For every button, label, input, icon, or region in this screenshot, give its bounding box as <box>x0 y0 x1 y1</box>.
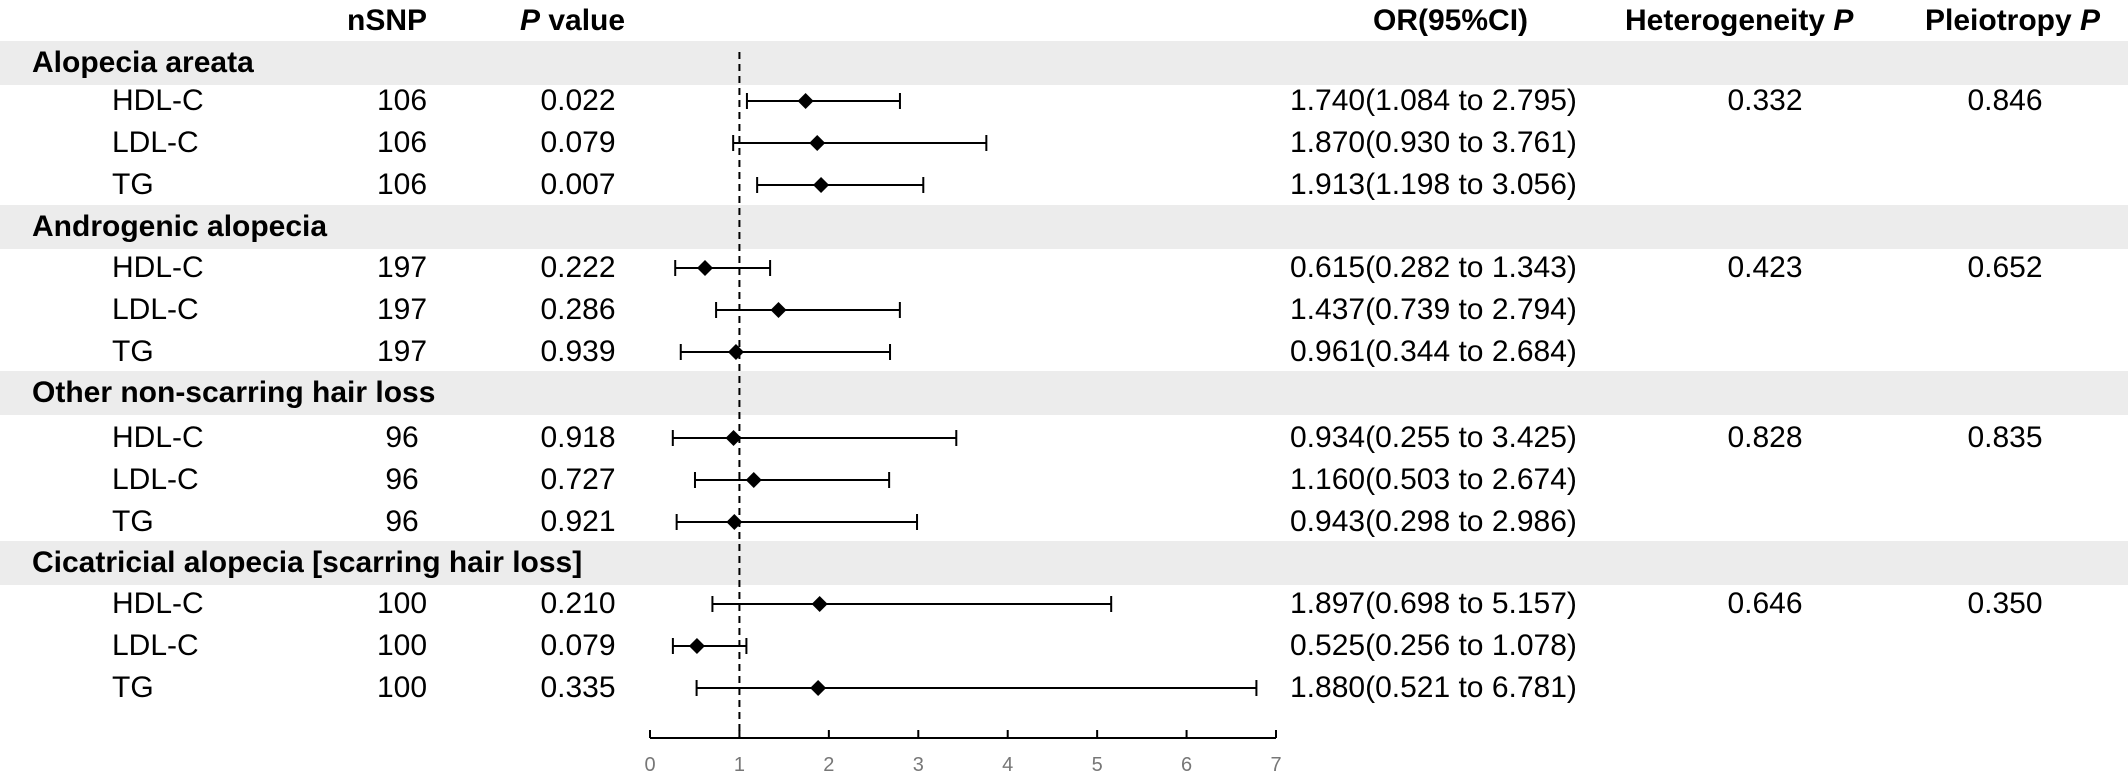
row-trait: TG <box>112 505 154 538</box>
row-trait: HDL-C <box>112 84 204 117</box>
point-estimate-diamond <box>725 430 742 446</box>
group-pleiotropy-p: 0.350 <box>1967 587 2043 620</box>
x-tick-label: 3 <box>913 754 924 776</box>
point-estimate-diamond <box>770 302 787 318</box>
row-or-text: 1.160(0.503 to 2.674) <box>1290 463 1577 496</box>
point-estimate-diamond <box>745 472 762 488</box>
row-p-value: 0.079 <box>540 629 616 662</box>
header-heterogeneity: Heterogeneity P <box>1625 4 1853 38</box>
row-trait: LDL-C <box>112 126 199 159</box>
group-band <box>0 541 2128 585</box>
row-p-value: 0.007 <box>540 168 616 201</box>
row-trait: TG <box>112 671 154 704</box>
group-band <box>0 41 2128 85</box>
row-p-value: 0.022 <box>540 84 616 117</box>
row-trait: HDL-C <box>112 587 204 620</box>
row-nsnp: 197 <box>376 335 428 368</box>
group-heterogeneity-p: 0.423 <box>1727 251 1803 284</box>
row-or-text: 1.913(1.198 to 3.056) <box>1290 168 1577 201</box>
header-plei-italic: P <box>2080 4 2101 37</box>
point-estimate-diamond <box>696 260 713 276</box>
row-trait: LDL-C <box>112 293 199 326</box>
point-estimate-diamond <box>727 344 744 360</box>
row-or-text: 0.961(0.344 to 2.684) <box>1290 335 1577 368</box>
row-p-value: 0.286 <box>540 293 616 326</box>
point-estimate-diamond <box>810 680 827 696</box>
group-band <box>0 205 2128 249</box>
row-or-text: 0.934(0.255 to 3.425) <box>1290 421 1577 454</box>
row-p-value: 0.222 <box>540 251 616 284</box>
row-trait: HDL-C <box>112 251 204 284</box>
group-title: Other non-scarring hair loss <box>32 376 436 409</box>
row-trait: HDL-C <box>112 421 204 454</box>
group-pleiotropy-p: 0.846 <box>1967 84 2043 117</box>
group-heterogeneity-p: 0.828 <box>1727 421 1803 454</box>
header-het-italic: P <box>1833 4 1854 37</box>
row-nsnp: 106 <box>376 168 428 201</box>
group-pleiotropy-p: 0.835 <box>1967 421 2043 454</box>
header-p-rest: value <box>540 4 626 37</box>
row-p-value: 0.918 <box>540 421 616 454</box>
row-nsnp: 100 <box>376 671 428 704</box>
row-or-text: 1.870(0.930 to 3.761) <box>1290 126 1577 159</box>
row-or-text: 0.943(0.298 to 2.986) <box>1290 505 1577 538</box>
row-p-value: 0.335 <box>540 671 616 704</box>
row-p-value: 0.727 <box>540 463 616 496</box>
row-trait: TG <box>112 335 154 368</box>
group-band <box>0 371 2128 415</box>
group-title: Alopecia areata <box>32 46 254 79</box>
point-estimate-diamond <box>809 135 826 151</box>
group-title: Androgenic alopecia <box>32 210 328 243</box>
point-estimate-diamond <box>726 514 743 530</box>
group-title: Cicatricial alopecia [scarring hair loss… <box>32 546 583 579</box>
header-p-italic: P <box>520 4 541 37</box>
row-nsnp: 100 <box>376 587 428 620</box>
row-nsnp: 106 <box>376 126 428 159</box>
row-trait: LDL-C <box>112 629 199 662</box>
header-p-value: P value <box>520 4 625 38</box>
group-heterogeneity-p: 0.332 <box>1727 84 1803 117</box>
row-or-text: 0.525(0.256 to 1.078) <box>1290 629 1577 662</box>
row-p-value: 0.210 <box>540 587 616 620</box>
x-tick-label: 5 <box>1092 754 1103 776</box>
x-tick-label: 6 <box>1181 754 1192 776</box>
row-nsnp: 100 <box>376 629 428 662</box>
group-heterogeneity-p: 0.646 <box>1727 587 1803 620</box>
row-or-text: 1.880(0.521 to 6.781) <box>1290 671 1577 704</box>
header-het-text: Heterogeneity <box>1625 4 1834 37</box>
header-plei-text: Pleiotropy <box>1925 4 2081 37</box>
group-pleiotropy-p: 0.652 <box>1967 251 2043 284</box>
point-estimate-diamond <box>797 93 814 109</box>
x-tick-label: 4 <box>1002 754 1013 776</box>
row-p-value: 0.079 <box>540 126 616 159</box>
header-nsnp: nSNP <box>347 4 428 37</box>
x-tick-label: 7 <box>1270 754 1281 776</box>
row-nsnp: 96 <box>385 505 419 538</box>
row-trait: TG <box>112 168 154 201</box>
row-nsnp: 106 <box>376 84 428 117</box>
row-p-value: 0.939 <box>540 335 616 368</box>
header-pleiotropy: Pleiotropy P <box>1925 4 2100 38</box>
row-or-text: 0.615(0.282 to 1.343) <box>1290 251 1577 284</box>
row-nsnp: 96 <box>385 463 419 496</box>
row-or-text: 1.437(0.739 to 2.794) <box>1290 293 1577 326</box>
row-nsnp: 197 <box>376 293 428 326</box>
point-estimate-diamond <box>811 596 828 612</box>
row-nsnp: 96 <box>385 421 419 454</box>
row-nsnp: 197 <box>376 251 428 284</box>
row-or-text: 1.740(1.084 to 2.795) <box>1290 84 1577 117</box>
point-estimate-diamond <box>688 638 705 654</box>
header-or: OR(95%CI) <box>1373 4 1529 37</box>
x-tick-label: 1 <box>734 754 745 776</box>
point-estimate-diamond <box>813 177 830 193</box>
x-tick-label: 2 <box>823 754 834 776</box>
row-or-text: 1.897(0.698 to 5.157) <box>1290 587 1577 620</box>
x-tick-label: 0 <box>644 754 655 776</box>
row-trait: LDL-C <box>112 463 199 496</box>
row-p-value: 0.921 <box>540 505 616 538</box>
